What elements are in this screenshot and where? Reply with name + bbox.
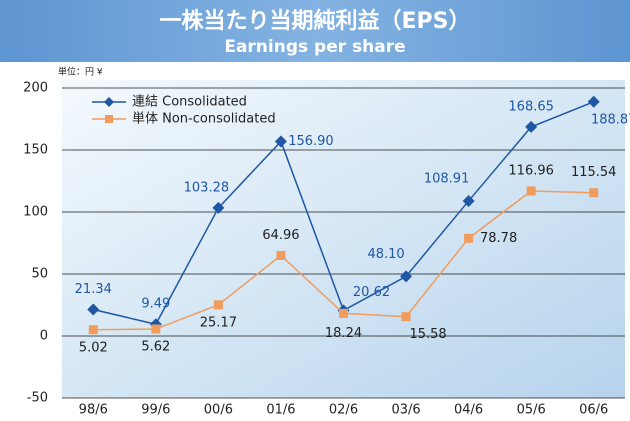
- data-label: 9.49: [141, 297, 170, 312]
- data-label: 48.10: [367, 247, 404, 262]
- x-tick-label: 05/6: [517, 403, 546, 418]
- data-label: 5.02: [79, 340, 108, 355]
- x-tick-label: 03/6: [391, 403, 420, 418]
- x-tick-label: 06/6: [579, 403, 608, 418]
- marker: [274, 135, 287, 148]
- data-label: 156.90: [288, 134, 334, 149]
- data-label: 64.96: [262, 228, 299, 243]
- data-label: 115.54: [571, 165, 617, 180]
- legend-marker: [104, 97, 114, 107]
- marker: [462, 194, 475, 207]
- marker: [589, 188, 599, 198]
- legend-label: 単体 Non-consolidated: [132, 111, 276, 127]
- legend-marker: [105, 115, 113, 123]
- x-tick-label: 02/6: [329, 403, 358, 418]
- data-label: 103.28: [184, 180, 230, 195]
- legend-label: 連結 Consolidated: [132, 95, 247, 110]
- marker: [87, 303, 100, 316]
- x-tick-label: 98/6: [79, 403, 108, 418]
- unit-label: 単位：円 ¥: [58, 66, 103, 78]
- chart-subtitle: Earnings per share: [224, 37, 405, 57]
- y-tick-label: 200: [23, 81, 48, 96]
- data-label: 188.87: [591, 112, 630, 127]
- marker: [525, 120, 538, 133]
- marker: [212, 201, 225, 214]
- data-label: 116.96: [508, 163, 554, 178]
- chart-title: 一株当たり当期純利益（EPS）: [160, 8, 471, 34]
- marker: [213, 300, 223, 310]
- y-tick-label: 0: [40, 329, 48, 344]
- marker: [151, 324, 161, 334]
- y-tick-label: -50: [27, 391, 48, 406]
- marker: [526, 186, 536, 196]
- plot-area: [62, 80, 625, 398]
- data-label: 18.24: [325, 326, 362, 341]
- data-label: 21.34: [75, 282, 112, 297]
- y-tick-label: 150: [23, 143, 48, 158]
- marker: [339, 308, 348, 318]
- marker: [276, 250, 286, 260]
- x-tick-label: 99/6: [141, 403, 170, 418]
- data-label: 25.17: [200, 315, 237, 330]
- marker: [401, 312, 411, 322]
- marker: [464, 233, 474, 243]
- data-label: 15.58: [409, 327, 446, 342]
- marker: [400, 270, 413, 283]
- header-band: [0, 0, 630, 62]
- x-tick-label: 04/6: [454, 403, 483, 418]
- data-label: 108.91: [424, 171, 470, 186]
- data-label: 168.65: [508, 99, 554, 114]
- x-tick-label: 01/6: [266, 403, 295, 418]
- data-label: 78.78: [480, 231, 517, 246]
- x-tick-label: 00/6: [204, 403, 233, 418]
- y-tick-label: 100: [23, 205, 48, 220]
- data-label: 20.62: [353, 285, 390, 300]
- y-tick-label: 50: [31, 267, 48, 282]
- marker: [587, 95, 600, 108]
- data-label: 5.62: [141, 340, 170, 355]
- marker: [88, 325, 98, 335]
